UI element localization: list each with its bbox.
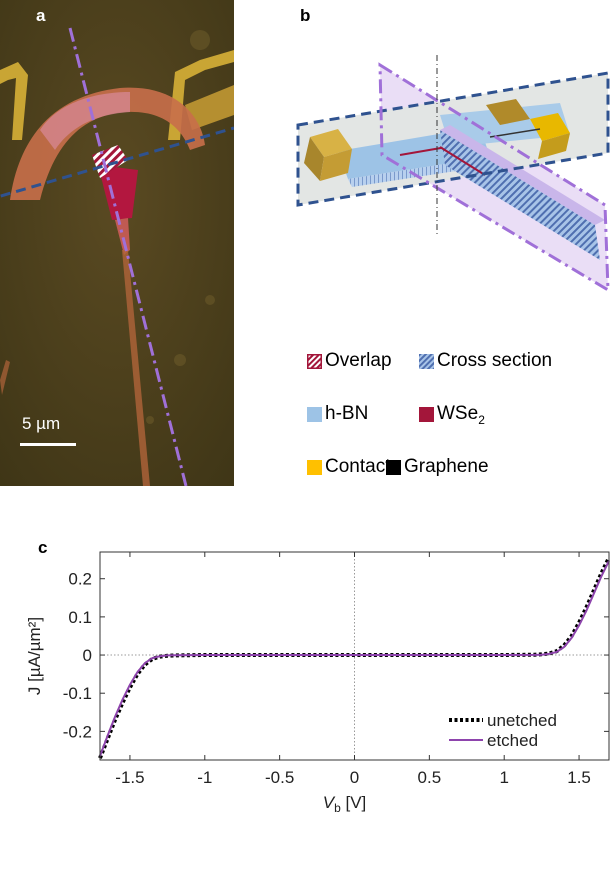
legend-label-hbn: h-BN xyxy=(325,403,369,424)
contact-right-3d xyxy=(486,99,530,125)
legend-item-hbn: h-BN xyxy=(307,403,368,425)
y-tick-label: 0.1 xyxy=(68,608,92,627)
graphene-line xyxy=(489,128,541,138)
graphene-swatch-icon xyxy=(386,459,401,475)
micrograph-background xyxy=(0,0,234,486)
legend-item-contact: Contact xyxy=(307,456,390,478)
overlap-swatch-icon xyxy=(307,353,322,369)
contact-swatch-icon xyxy=(307,459,322,475)
schematic-3d xyxy=(296,55,610,293)
purple-cut-line xyxy=(68,27,188,486)
legend-label-wse2: WSe2 xyxy=(437,403,485,427)
contact-left xyxy=(0,62,28,140)
panel-label-a: a xyxy=(36,6,46,25)
panel-label-b: b xyxy=(300,6,311,25)
micrograph-panel: 5 µm xyxy=(0,0,234,486)
scalebar-label: 5 µm xyxy=(22,414,61,433)
blue-cut-line xyxy=(0,126,234,198)
legend-label-unetched: unetched xyxy=(487,711,557,730)
x-tick-label: 0.5 xyxy=(418,768,442,787)
legend-label-cross-section: Cross section xyxy=(437,350,553,371)
y-tick-label: -0.2 xyxy=(63,722,92,741)
x-tick-label: 1.5 xyxy=(567,768,591,787)
cross-section-bar xyxy=(440,130,600,260)
series-line-etched xyxy=(99,560,610,757)
legend-label-etched: etched xyxy=(487,731,538,750)
micrograph-image xyxy=(0,0,234,486)
x-axis-label: Vb [V] xyxy=(323,793,367,815)
x-tick-label: -1 xyxy=(197,768,212,787)
legend-label-contact: Contact xyxy=(325,456,391,477)
contact-pad-right xyxy=(185,85,234,130)
y-tick-label: -0.1 xyxy=(63,684,92,703)
y-tick-label: 0.2 xyxy=(68,570,92,589)
legend-item-overlap: Overlap xyxy=(307,350,392,372)
y-tick-label: 0 xyxy=(83,646,92,665)
graphene-strip xyxy=(122,250,150,486)
jv-chart: -1.5 -1 -0.5 0 0.5 1 1.5 -0.2 -0.1 0 0.1 0.2 Vb [V] J… xyxy=(25,551,610,815)
x-tick-label: -1.5 xyxy=(115,768,144,787)
y-axis-label: J [µA/µm²] xyxy=(25,617,44,695)
wse2-swatch-icon xyxy=(419,407,434,423)
legend-label-overlap: Overlap xyxy=(325,350,392,371)
legend-item-wse2: WSe2 xyxy=(419,403,485,427)
contact-left-3d xyxy=(310,129,352,157)
x-tick-label: 1 xyxy=(499,768,508,787)
x-tick-label: 0 xyxy=(350,768,359,787)
legend-item-cross-section: Cross section xyxy=(419,350,552,372)
x-tick-label: -0.5 xyxy=(265,768,294,787)
contact-right xyxy=(168,50,234,140)
legend-label-graphene: Graphene xyxy=(404,456,489,477)
panel-label-c: c xyxy=(38,538,48,557)
hbn-swatch-icon xyxy=(307,406,322,422)
legend-item-graphene: Graphene xyxy=(386,456,489,478)
cross-section-swatch-icon xyxy=(419,353,434,369)
scalebar xyxy=(20,443,76,446)
